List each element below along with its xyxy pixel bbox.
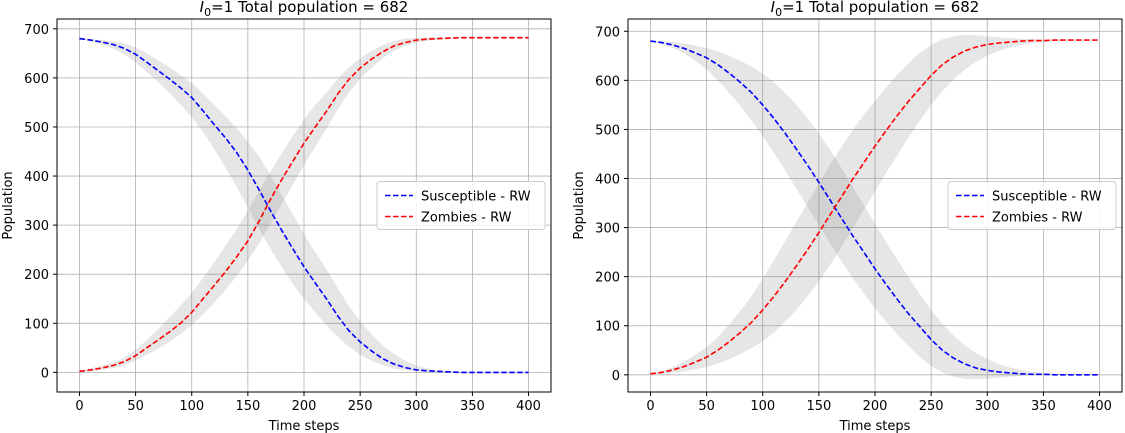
chart-panel-2: 0 50 100 150 200 250 300 350 400 0 100 200 300 400 500…: [572, 0, 1123, 433]
x-tick-label: 200: [292, 399, 317, 414]
title-text: =1 Total population = 682: [211, 0, 408, 16]
x-tick-label: 350: [1031, 399, 1056, 414]
x-tick-label: 300: [975, 399, 1000, 414]
y-tick-label: 0: [612, 369, 620, 384]
y-tick-label: 700: [24, 23, 49, 38]
confidence-band-susceptible: [650, 40, 1100, 380]
y-tick-label: 200: [595, 271, 620, 286]
legend-label-susceptible: Susceptible - RW: [992, 190, 1102, 205]
x-tick-label: 400: [516, 399, 541, 414]
x-axis-label: Time steps: [268, 419, 340, 433]
y-tick-label: 100: [595, 320, 620, 335]
x-tick-label: 150: [235, 399, 260, 414]
x-axis-label: Time steps: [839, 419, 911, 433]
legend: Susceptible - RW Zombies - RW: [947, 181, 1117, 230]
series-line-zombies: [650, 39, 1100, 375]
chart-title: I0=1 Total population = 682: [771, 0, 980, 19]
legend-label-susceptible: Susceptible - RW: [421, 190, 531, 205]
y-tick-label: 400: [24, 170, 49, 185]
x-tick-label: 50: [127, 399, 144, 414]
x-tick-label: 100: [179, 399, 204, 414]
title-italic-symbol: I: [200, 0, 205, 16]
legend-box: [376, 181, 546, 230]
y-tick-label: 700: [595, 25, 620, 40]
y-tick-label: 300: [24, 219, 49, 234]
legend-label-zombies: Zombies - RW: [992, 211, 1083, 226]
y-tick-label: 500: [24, 121, 49, 136]
y-axis-label: Population: [572, 171, 587, 239]
y-tick-label: 500: [595, 123, 620, 138]
x-tick-label: 0: [646, 399, 654, 414]
series-line-susceptible: [650, 40, 1100, 376]
title-italic-symbol: I: [771, 0, 776, 16]
y-tick-label: 0: [41, 366, 49, 381]
chart-panel-1: 0 50 100 150 200 250 300 350 400 0 100 200 300 400 500…: [1, 0, 552, 433]
x-tick-label: 50: [698, 399, 715, 414]
series-line-zombies: [79, 36, 529, 373]
y-tick-label: 100: [24, 317, 49, 332]
legend-box: [947, 181, 1117, 230]
y-tick-label: 600: [24, 72, 49, 87]
y-tick-label: 300: [595, 222, 620, 237]
x-tick-label: 100: [750, 399, 775, 414]
x-tick-label: 250: [919, 399, 944, 414]
y-tick-label: 600: [595, 74, 620, 89]
legend: Susceptible - RW Zombies - RW: [376, 181, 546, 230]
y-tick-label: 200: [24, 268, 49, 283]
x-tick-label: 300: [404, 399, 429, 414]
series-line-susceptible: [79, 37, 529, 374]
chart-title: I0=1 Total population = 682: [200, 0, 409, 19]
confidence-band-zombies: [650, 34, 1100, 375]
x-tick-label: 0: [75, 399, 83, 414]
x-tick-label: 350: [460, 399, 485, 414]
title-subscript: 0: [204, 6, 211, 19]
x-tick-label: 200: [863, 399, 888, 414]
title-text: =1 Total population = 682: [782, 0, 979, 16]
y-tick-label: 400: [595, 173, 620, 188]
y-axis-label: Population: [1, 171, 16, 239]
x-tick-label: 250: [348, 399, 373, 414]
legend-label-zombies: Zombies - RW: [421, 211, 512, 226]
title-subscript: 0: [775, 6, 782, 19]
x-tick-label: 150: [806, 399, 831, 414]
x-tick-label: 400: [1087, 399, 1112, 414]
